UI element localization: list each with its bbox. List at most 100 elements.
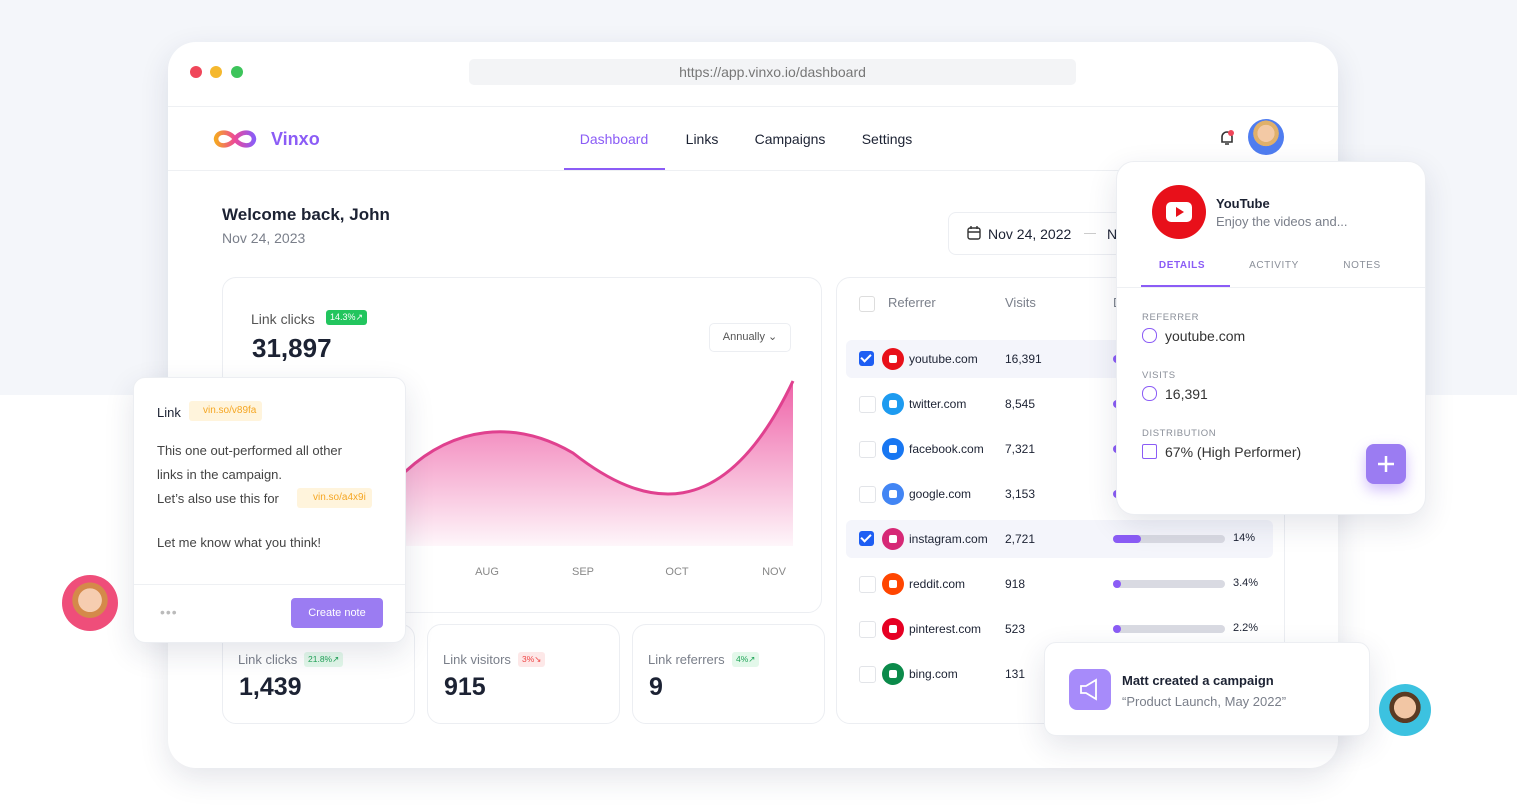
brand-name[interactable]: Vinxo <box>271 129 320 149</box>
stat-card: Link referrers 4%↗ 9 <box>632 624 825 724</box>
row-checkbox[interactable] <box>859 441 876 458</box>
megaphone-icon <box>1069 669 1111 710</box>
header-referrer: Referrer <box>888 295 936 310</box>
nav-item[interactable]: Campaigns <box>754 131 826 147</box>
referrer-domain: google.com <box>909 487 972 501</box>
share-track <box>1113 580 1225 588</box>
row-checkbox[interactable] <box>859 531 874 546</box>
dropdown-text: Annually <box>722 331 765 343</box>
row-checkbox[interactable] <box>859 351 874 366</box>
create-note-button[interactable]: Create note <box>291 598 383 628</box>
field-value: youtube.com <box>1165 328 1246 344</box>
field-label: DISTRIBUTION <box>1142 428 1217 439</box>
calendar-icon <box>967 226 981 240</box>
header-checkbox[interactable] <box>859 296 875 312</box>
trend-badge: 14.3%↗ <box>326 310 368 325</box>
referrer-domain: youtube.com <box>909 352 978 366</box>
detail-subtitle: Enjoy the videos and... <box>1216 214 1348 229</box>
visits: 918 <box>1005 577 1026 591</box>
share-track <box>1113 625 1225 633</box>
visits: 8,545 <box>1005 397 1036 411</box>
visits: 16,391 <box>1005 352 1042 366</box>
note-card: Link vin.so/v89fa This one out-performed… <box>133 377 406 643</box>
field-value: 16,391 <box>1165 386 1208 402</box>
stat-card: Link visitors 3%↘ 915 <box>427 624 620 724</box>
card-value: 31,897 <box>252 333 332 363</box>
date-dash <box>1084 233 1096 234</box>
share-label: 2.2% <box>1233 622 1259 634</box>
period-dropdown[interactable]: Annually ⌄ <box>709 323 791 352</box>
note-title: Link <box>157 405 181 420</box>
toast-title: Matt created a campaign <box>1122 673 1274 688</box>
user-avatar[interactable] <box>1248 119 1284 155</box>
row-checkbox[interactable] <box>859 396 876 413</box>
share-label: 3.4% <box>1233 577 1259 589</box>
referrer-domain: pinterest.com <box>909 622 982 636</box>
nav-item[interactable]: Dashboard <box>579 131 649 147</box>
tab[interactable]: DETAILS <box>1158 260 1206 271</box>
site-icon-inner <box>889 355 897 363</box>
field-value: 67% (High Performer) <box>1165 444 1302 460</box>
nav-item[interactable]: Links <box>685 131 719 147</box>
stat-label: Link visitors <box>443 652 511 667</box>
welcome-date: Nov 24, 2023 <box>222 230 306 246</box>
x-axis-label: SEP <box>571 566 595 578</box>
field-icon <box>1142 444 1157 459</box>
plus-icon <box>1378 456 1394 472</box>
field-label: REFERRER <box>1142 312 1200 323</box>
share-bar <box>1113 625 1121 633</box>
link-tag[interactable]: vin.so/v89fa <box>189 401 263 421</box>
referrer-domain: twitter.com <box>909 397 967 411</box>
tab-underline <box>1141 285 1230 287</box>
divider <box>134 584 405 585</box>
divider <box>168 106 1338 107</box>
welcome-title: Welcome back, John <box>222 205 390 224</box>
share-track <box>1113 535 1225 543</box>
activity-toast: Matt created a campaign “Product Launch,… <box>1044 642 1370 736</box>
divider <box>168 170 1338 171</box>
referrer-domain: facebook.com <box>909 442 984 456</box>
more-dots[interactable]: ••• <box>160 604 178 620</box>
note-line: Let me know what you think! <box>157 535 322 550</box>
card-label: Link clicks <box>251 311 315 327</box>
nav-item[interactable]: Settings <box>861 131 913 147</box>
trend-badge: 3%↘ <box>518 652 546 667</box>
link-tag[interactable]: vin.so/a4x9i <box>297 488 372 508</box>
date-range[interactable]: Nov 24, 2022 N <box>948 212 1132 255</box>
row-checkbox[interactable] <box>859 621 876 638</box>
tab[interactable]: NOTES <box>1343 260 1381 271</box>
trend-badge: 21.8%↗ <box>304 652 344 667</box>
toast-subtitle: “Product Launch, May 2022” <box>1122 694 1287 709</box>
field-label: VISITS <box>1142 370 1176 381</box>
detail-card: YouTube Enjoy the videos and... DETAILS A… <box>1116 161 1426 515</box>
note-line: Let’s also use this for <box>157 491 279 506</box>
visits: 2,721 <box>1005 532 1036 546</box>
stat-label: Link referrers <box>648 652 725 667</box>
site-icon-inner <box>889 535 897 543</box>
tab[interactable]: ACTIVITY <box>1249 260 1299 271</box>
logo-icon <box>213 130 257 148</box>
share-bar <box>1113 535 1141 543</box>
site-icon-inner <box>889 580 897 588</box>
youtube-logo <box>1152 185 1206 239</box>
x-axis-label: OCT <box>665 566 689 578</box>
row-checkbox[interactable] <box>859 666 876 683</box>
share-bar <box>1113 580 1121 588</box>
stat-value: 915 <box>444 673 486 701</box>
url-bar[interactable]: https://app.vinxo.io/dashboard <box>469 59 1076 85</box>
x-axis-label: NOV <box>762 566 786 578</box>
date-start: Nov 24, 2022 <box>988 226 1072 242</box>
row-checkbox[interactable] <box>859 486 876 503</box>
stat-label: Link clicks <box>238 652 298 667</box>
field-icon <box>1142 386 1157 401</box>
bell-icon[interactable] <box>1219 129 1235 147</box>
referrer-domain: instagram.com <box>909 532 988 546</box>
note-line: This one out-performed all other <box>157 443 342 458</box>
site-icon-inner <box>889 625 897 633</box>
row-checkbox[interactable] <box>859 576 876 593</box>
add-button[interactable] <box>1366 444 1406 484</box>
site-icon-inner <box>889 400 897 408</box>
dot-yellow <box>210 66 222 78</box>
avatar-right <box>1379 684 1431 736</box>
